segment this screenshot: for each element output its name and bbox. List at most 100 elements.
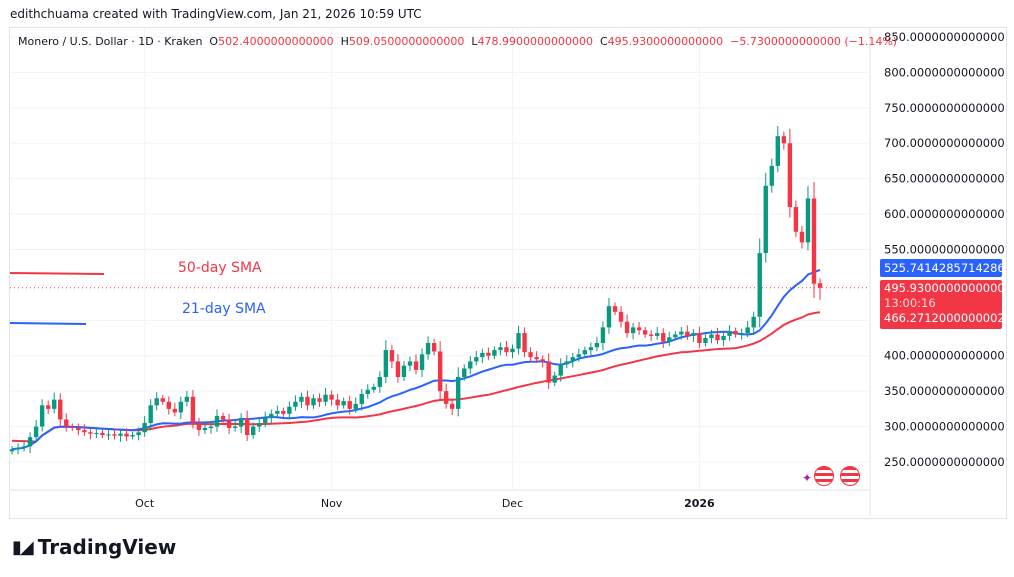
candle-body xyxy=(570,357,575,362)
candle-body xyxy=(763,185,768,254)
candle xyxy=(799,225,805,249)
candle-body xyxy=(655,333,660,336)
candle-body xyxy=(389,350,395,362)
candle xyxy=(142,415,147,437)
candle xyxy=(655,326,660,340)
candle xyxy=(323,387,328,407)
candle-body xyxy=(329,394,334,400)
candle-body xyxy=(462,368,467,377)
candle xyxy=(377,371,383,393)
candle-body xyxy=(679,331,684,335)
us-flag-icon[interactable] xyxy=(840,466,861,486)
candle-body xyxy=(757,253,762,317)
candle xyxy=(642,326,648,338)
candle-body xyxy=(371,386,376,390)
candle-body xyxy=(528,352,533,358)
candle xyxy=(88,428,93,440)
candle-body xyxy=(817,283,823,288)
candle-body xyxy=(359,393,364,404)
candle xyxy=(667,331,672,347)
price-axis: 850.0000000000000 800.0000000000000 750.00… xyxy=(884,30,1005,469)
candle xyxy=(118,429,123,442)
candle-body xyxy=(15,447,21,450)
candle-body xyxy=(480,352,485,358)
price-tick: 600.0000000000000 xyxy=(884,207,1005,221)
candle xyxy=(443,383,449,409)
chart-panel[interactable] xyxy=(9,27,1007,519)
candle xyxy=(353,397,358,413)
us-flag-icon[interactable] xyxy=(814,466,835,486)
candle-body xyxy=(781,136,787,144)
candle-body xyxy=(799,231,805,243)
price-tick: 800.0000000000000 xyxy=(884,65,1005,79)
candle xyxy=(76,423,81,436)
candle xyxy=(486,347,491,361)
candle-body xyxy=(214,415,220,427)
candle xyxy=(456,367,461,417)
candle-body xyxy=(805,198,811,243)
candle-body xyxy=(606,306,612,328)
candle-body xyxy=(697,333,702,343)
candle-body xyxy=(588,347,594,351)
candle xyxy=(691,329,696,342)
candle xyxy=(214,409,220,432)
candle-body xyxy=(263,418,268,424)
candle xyxy=(431,338,437,356)
candle-body xyxy=(630,327,636,334)
candle xyxy=(299,392,304,408)
candle-body xyxy=(52,399,57,409)
candle xyxy=(263,411,268,428)
candle-body xyxy=(39,405,45,427)
candle-body xyxy=(232,426,238,428)
candle xyxy=(763,172,768,263)
candle-body xyxy=(540,359,545,362)
candle xyxy=(793,200,799,238)
candle-body xyxy=(395,361,401,377)
candle xyxy=(311,394,316,409)
candle-body xyxy=(184,396,190,402)
candle-body xyxy=(94,432,99,434)
candle xyxy=(407,356,413,372)
price-tick: 300.0000000000000 xyxy=(884,420,1005,434)
candle-body xyxy=(739,333,744,335)
candle xyxy=(769,158,774,193)
candle xyxy=(112,428,117,440)
candle-body xyxy=(226,419,232,428)
candle-body xyxy=(648,334,654,336)
flags[interactable]: ✦ xyxy=(802,466,861,486)
candle-body xyxy=(642,330,648,335)
candle-body xyxy=(552,375,557,383)
time-tick: Dec xyxy=(502,497,523,510)
candle xyxy=(805,186,811,251)
candle-body xyxy=(437,351,443,392)
candle xyxy=(757,238,762,328)
candle-body xyxy=(9,449,15,452)
candle-body xyxy=(673,334,678,338)
candle xyxy=(9,446,15,455)
candle xyxy=(733,327,738,338)
candle xyxy=(238,413,244,434)
candle xyxy=(709,329,714,344)
candle xyxy=(305,390,310,411)
candle xyxy=(697,326,702,349)
candle xyxy=(244,410,250,442)
candle-body xyxy=(82,430,87,433)
candle xyxy=(817,278,823,300)
candle-body xyxy=(751,316,756,328)
candle xyxy=(94,427,99,438)
candle-body xyxy=(769,165,774,186)
candle-body xyxy=(202,427,208,431)
sparkle-icon: ✦ xyxy=(802,471,813,485)
candle xyxy=(39,399,45,432)
candle-body xyxy=(564,361,569,365)
candle-body xyxy=(341,401,346,406)
candle xyxy=(504,340,509,357)
candle xyxy=(106,430,111,441)
candle-body xyxy=(154,398,159,406)
candle xyxy=(401,361,407,381)
candle-body xyxy=(353,403,358,409)
candle xyxy=(45,400,51,415)
candle xyxy=(630,323,636,340)
candle xyxy=(775,126,781,173)
